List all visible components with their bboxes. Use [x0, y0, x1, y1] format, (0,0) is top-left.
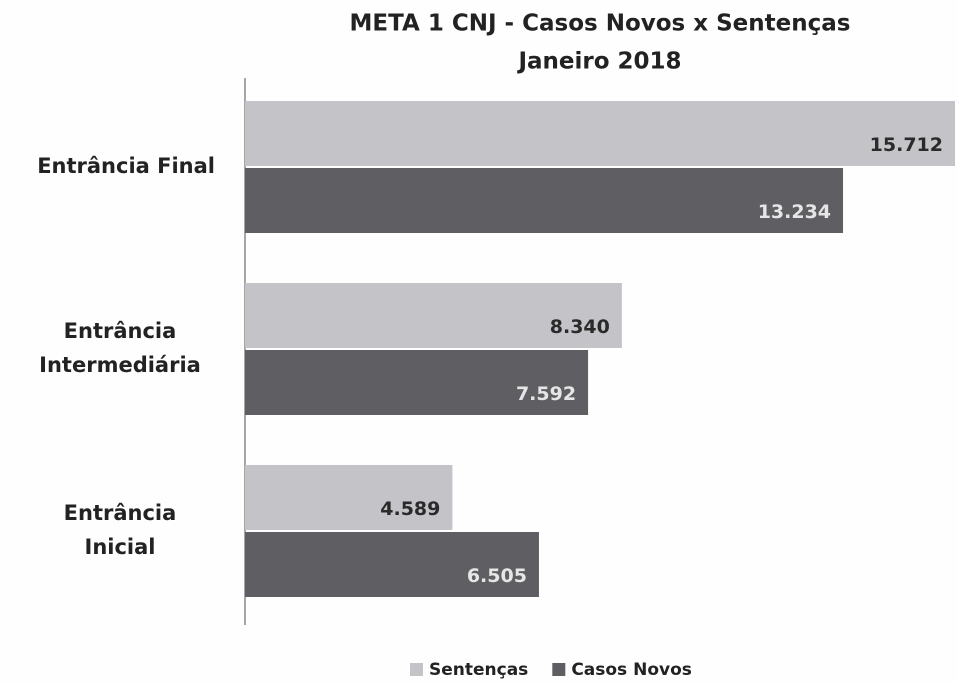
legend-swatch [410, 663, 423, 676]
value-label: 7.592 [516, 383, 576, 405]
bar [245, 168, 844, 233]
category-label: Entrância Inicial [64, 501, 177, 559]
value-label: 4.589 [380, 498, 440, 520]
category-label: Entrância Intermediária [39, 319, 201, 377]
chart-title: META 1 CNJ - Casos Novos x Sentenças [350, 11, 851, 37]
legend-swatch [552, 663, 566, 676]
legend-label: Casos Novos [571, 660, 692, 680]
value-label: 13.234 [758, 201, 831, 223]
value-label: 15.712 [870, 134, 943, 156]
bar [245, 350, 589, 415]
bar [245, 465, 453, 530]
bar [245, 532, 539, 597]
bar [245, 283, 622, 348]
chart-subtitle: Janeiro 2018 [516, 49, 681, 75]
value-label: 6.505 [467, 565, 527, 587]
bar [245, 101, 955, 166]
category-label: Entrância Final [37, 154, 215, 178]
legend-label: Sentenças [429, 660, 528, 680]
value-label: 8.340 [550, 316, 610, 338]
